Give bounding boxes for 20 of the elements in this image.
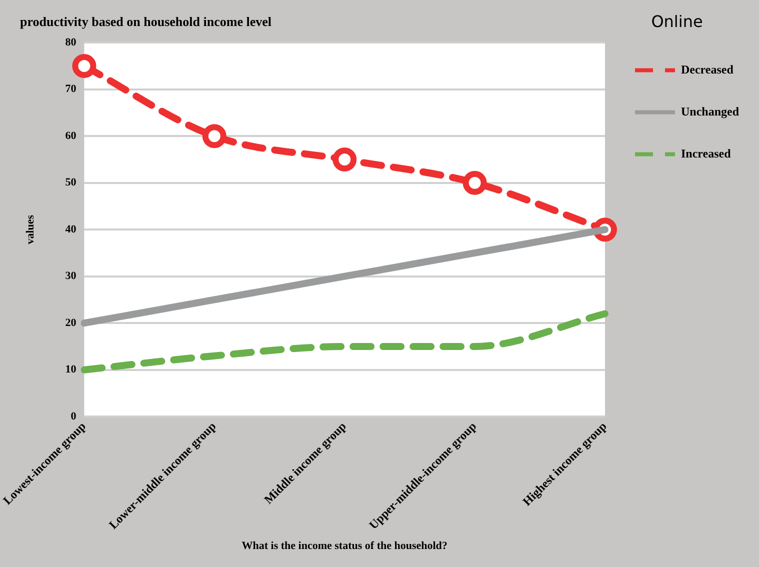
legend-label: Decreased	[680, 62, 734, 76]
point	[462, 170, 487, 195]
point	[202, 124, 226, 148]
y-tick-label: 30	[65, 270, 77, 282]
y-tick-label: 10	[65, 364, 77, 376]
legend-label: Increased	[680, 146, 732, 160]
chart-title: productivity based on household income level	[20, 14, 272, 30]
y-tick-label: 40	[65, 223, 77, 236]
y-tick-label: 0	[70, 410, 77, 422]
y-tick-label: 20	[65, 316, 77, 329]
point	[72, 54, 96, 78]
legend-title: Online	[651, 12, 703, 32]
y-tick-label: 70	[65, 83, 77, 96]
point	[332, 147, 357, 172]
y-tick-label: 60	[65, 130, 77, 142]
y-tick-label: 50	[65, 176, 77, 189]
y-tick-label: 80	[65, 36, 77, 48]
x-axis-title: What is the income status of the household?	[242, 540, 448, 552]
legend-label: Unchanged	[680, 104, 740, 118]
y-axis-title: values	[24, 214, 36, 244]
